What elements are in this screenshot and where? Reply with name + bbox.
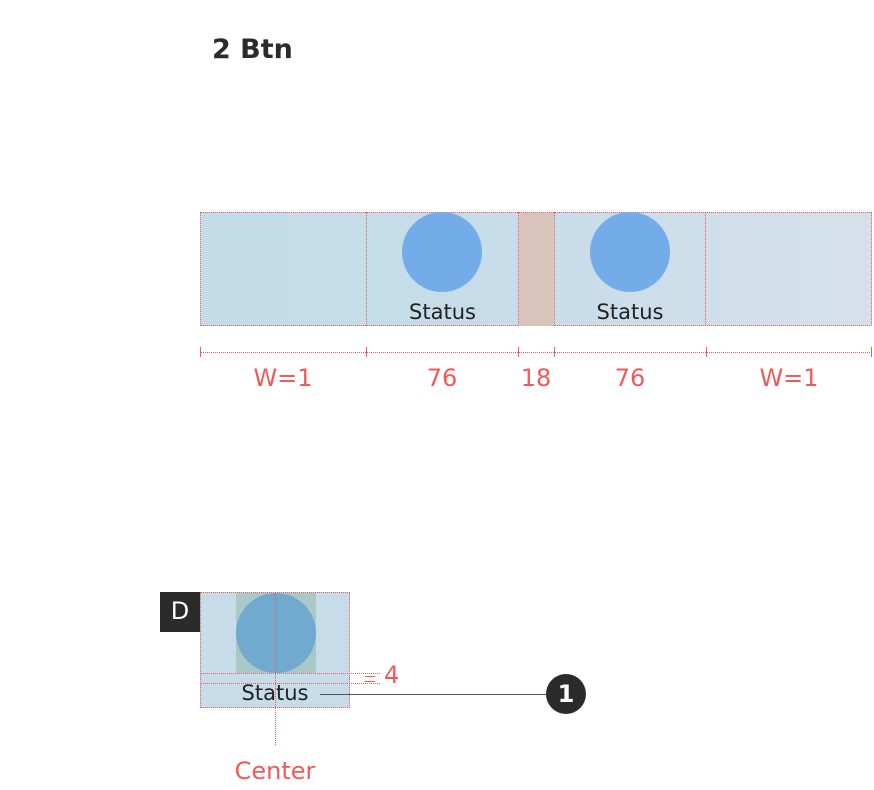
divider-line [705, 212, 706, 326]
measure-button2-label: 76 [614, 364, 646, 392]
spacing-label: 4 [384, 661, 400, 689]
measure-tick [200, 347, 201, 357]
spacing-tick [365, 676, 375, 677]
detail-badge: D [160, 592, 200, 632]
divider-line [366, 212, 367, 326]
measure-tick [554, 347, 555, 357]
measure-right-label: W=1 [759, 364, 819, 392]
page-title: 2 Btn [212, 34, 293, 65]
measure-tick [871, 347, 872, 357]
status-button-label: Status [596, 300, 664, 324]
measure-tick [518, 347, 519, 357]
measure-left-label: W=1 [253, 364, 313, 392]
detail-status-label: Status [241, 681, 309, 705]
status-button-2[interactable]: Status [555, 212, 705, 326]
status-button-1[interactable]: Status [367, 212, 518, 326]
measure-tick [366, 347, 367, 357]
status-button-label: Status [409, 300, 476, 324]
button-gap [519, 213, 554, 326]
divider-line [554, 212, 555, 326]
measure-gap-label: 18 [520, 364, 552, 392]
measure-button1-label: 76 [426, 364, 458, 392]
measure-tick [706, 347, 707, 357]
spacing-guide-top [200, 673, 380, 674]
callout-marker: 1 [546, 674, 586, 714]
measure-line [200, 352, 872, 353]
divider-line [518, 212, 519, 326]
callout-leader [320, 694, 550, 695]
spacing-tick [365, 681, 375, 682]
center-label: Center [234, 757, 316, 785]
center-guide-line [275, 593, 276, 745]
status-icon [236, 593, 316, 673]
status-icon [590, 212, 670, 292]
status-icon [402, 212, 482, 292]
spacing-guide-bottom [200, 683, 380, 684]
